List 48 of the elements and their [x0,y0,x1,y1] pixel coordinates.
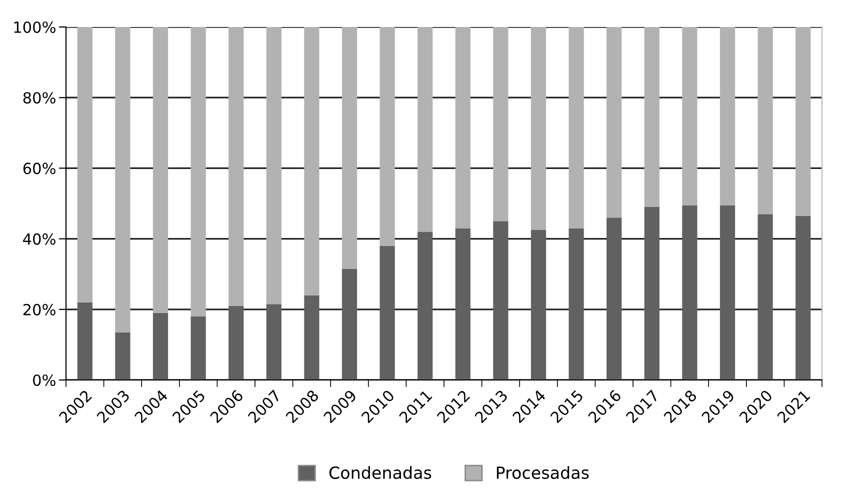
bar [152,312,168,380]
bar [606,27,622,218]
y-tick-label: 0% [33,374,56,386]
bar [304,27,320,296]
y-tick-label: 80% [23,92,56,104]
bar [682,27,698,206]
y-tick-label: 40% [23,233,56,245]
bar [796,216,811,380]
bar [266,304,282,380]
bar [228,306,244,380]
bar [115,332,130,380]
bar [77,302,92,380]
bar [720,205,736,380]
legend-label: Procesadas [496,466,589,480]
bar [606,218,622,380]
bar [568,228,584,380]
y-tick-label: 100% [14,21,56,34]
bar [530,230,546,380]
bar [758,214,773,380]
bar [342,27,358,269]
bar [190,316,206,380]
bar [644,207,660,380]
bar [228,27,244,306]
bar [455,27,470,228]
bar [758,27,773,214]
bar [380,246,395,380]
bar [152,27,168,313]
bar [380,27,395,246]
bar [342,268,358,380]
bar [190,27,206,316]
bar [304,295,320,380]
y-tick-label: 20% [23,304,56,316]
bar [682,205,698,380]
bar [644,27,660,208]
bar [568,27,584,228]
bar [796,27,811,216]
y-tick-label: 60% [23,162,56,174]
bar [266,27,282,304]
bar [418,27,433,232]
bar [418,232,433,380]
bar [115,27,130,332]
bar [493,221,508,380]
bar [493,27,508,222]
bar [455,228,470,380]
bar [77,27,92,302]
bar [530,27,546,230]
bar [720,27,736,206]
legend-label: Condenadas [329,466,432,480]
